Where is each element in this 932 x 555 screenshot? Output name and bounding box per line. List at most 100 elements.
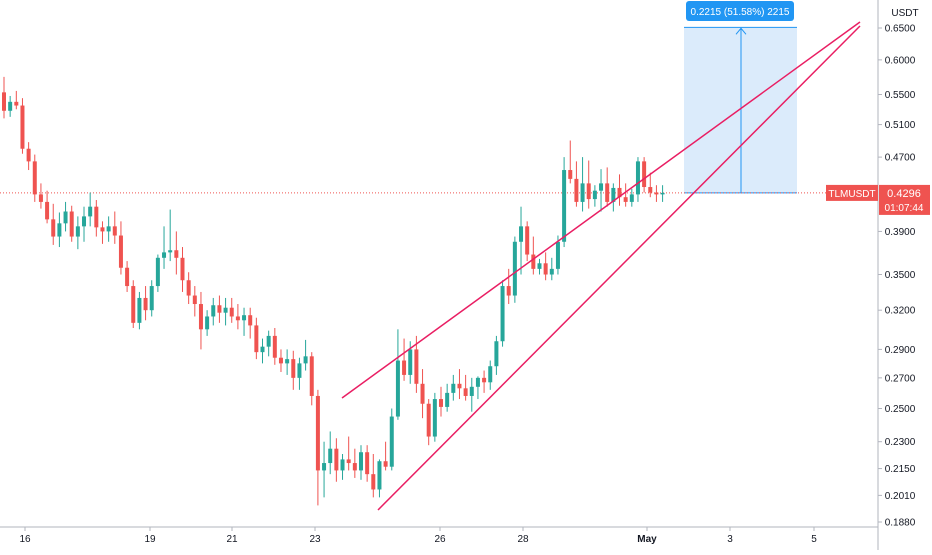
candle[interactable] xyxy=(125,261,130,292)
candle[interactable] xyxy=(334,438,339,482)
candle[interactable] xyxy=(568,140,573,184)
candle[interactable] xyxy=(303,339,308,371)
candle[interactable] xyxy=(531,236,536,275)
candle[interactable] xyxy=(611,183,616,212)
candle[interactable] xyxy=(617,174,622,206)
candle[interactable] xyxy=(32,154,37,202)
candle[interactable] xyxy=(100,221,105,244)
candle[interactable] xyxy=(543,252,548,281)
candle[interactable] xyxy=(371,454,376,498)
candle[interactable] xyxy=(69,205,74,242)
candle[interactable] xyxy=(162,226,167,269)
candle[interactable] xyxy=(2,76,6,119)
candle[interactable] xyxy=(82,206,87,242)
candle[interactable] xyxy=(45,190,50,224)
candle[interactable] xyxy=(586,160,591,209)
candle[interactable] xyxy=(537,258,542,275)
candle[interactable] xyxy=(648,172,653,198)
candle[interactable] xyxy=(180,247,185,292)
candle[interactable] xyxy=(377,459,382,498)
candle[interactable] xyxy=(168,209,173,262)
channel-lower-line[interactable] xyxy=(377,25,861,511)
candle[interactable] xyxy=(26,142,31,171)
candle[interactable] xyxy=(445,383,450,412)
candle[interactable] xyxy=(118,221,123,275)
candle[interactable] xyxy=(143,286,148,321)
candle[interactable] xyxy=(205,310,210,336)
candle[interactable] xyxy=(629,188,634,207)
candle[interactable] xyxy=(315,389,320,506)
candle[interactable] xyxy=(217,295,222,323)
channel-upper-line[interactable] xyxy=(341,21,861,399)
plot-area[interactable] xyxy=(0,21,878,511)
candle[interactable] xyxy=(605,167,610,207)
candle[interactable] xyxy=(192,286,197,317)
candle[interactable] xyxy=(432,392,437,442)
candle[interactable] xyxy=(519,206,524,275)
candle[interactable] xyxy=(623,183,628,207)
candle[interactable] xyxy=(75,216,80,250)
candle[interactable] xyxy=(186,272,191,305)
candle[interactable] xyxy=(137,291,142,330)
candle[interactable] xyxy=(346,436,351,471)
candle[interactable] xyxy=(149,280,154,317)
candle[interactable] xyxy=(420,369,425,419)
candle[interactable] xyxy=(549,257,554,281)
candle[interactable] xyxy=(402,338,407,381)
candle[interactable] xyxy=(88,192,93,227)
candle[interactable] xyxy=(285,349,290,375)
candle[interactable] xyxy=(642,157,647,193)
candle[interactable] xyxy=(358,445,363,480)
candle[interactable] xyxy=(242,307,247,336)
candle[interactable] xyxy=(451,374,456,401)
candle[interactable] xyxy=(494,335,499,375)
candle[interactable] xyxy=(131,280,136,329)
candle[interactable] xyxy=(266,330,271,357)
candle[interactable] xyxy=(155,254,160,292)
candle[interactable] xyxy=(278,349,283,372)
candle[interactable] xyxy=(352,448,357,478)
candle[interactable] xyxy=(57,212,62,248)
candle[interactable] xyxy=(488,360,493,390)
candle[interactable] xyxy=(328,431,333,475)
candle[interactable] xyxy=(14,90,19,110)
candle[interactable] xyxy=(94,200,99,237)
candle[interactable] xyxy=(500,280,505,347)
candle[interactable] xyxy=(469,377,474,412)
candle[interactable] xyxy=(414,335,419,393)
candle[interactable] xyxy=(592,185,597,207)
candle[interactable] xyxy=(63,201,68,232)
candle[interactable] xyxy=(340,454,345,480)
candle[interactable] xyxy=(635,157,640,202)
candle[interactable] xyxy=(211,297,216,326)
candle[interactable] xyxy=(482,370,487,393)
candle[interactable] xyxy=(562,157,567,248)
candle[interactable] xyxy=(383,441,388,471)
candle[interactable] xyxy=(389,408,394,471)
candle[interactable] xyxy=(426,399,431,446)
candle[interactable] xyxy=(106,216,111,242)
candle[interactable] xyxy=(322,441,327,498)
candle[interactable] xyxy=(229,297,234,323)
candle[interactable] xyxy=(38,183,43,209)
candle[interactable] xyxy=(475,376,480,400)
candle[interactable] xyxy=(291,350,296,390)
candle[interactable] xyxy=(223,297,228,326)
candle[interactable] xyxy=(20,98,25,154)
candle[interactable] xyxy=(198,291,203,350)
candle[interactable] xyxy=(365,445,370,482)
candle[interactable] xyxy=(457,369,462,400)
candle[interactable] xyxy=(309,352,314,406)
candle[interactable] xyxy=(8,95,13,117)
candle[interactable] xyxy=(506,268,511,305)
candle[interactable] xyxy=(235,304,240,330)
candle[interactable] xyxy=(254,317,259,360)
candle[interactable] xyxy=(112,211,117,244)
candle[interactable] xyxy=(599,169,604,212)
candle[interactable] xyxy=(51,203,56,245)
candle[interactable] xyxy=(574,161,579,207)
candle[interactable] xyxy=(525,221,530,262)
candle[interactable] xyxy=(395,329,400,420)
candle[interactable] xyxy=(580,157,585,212)
